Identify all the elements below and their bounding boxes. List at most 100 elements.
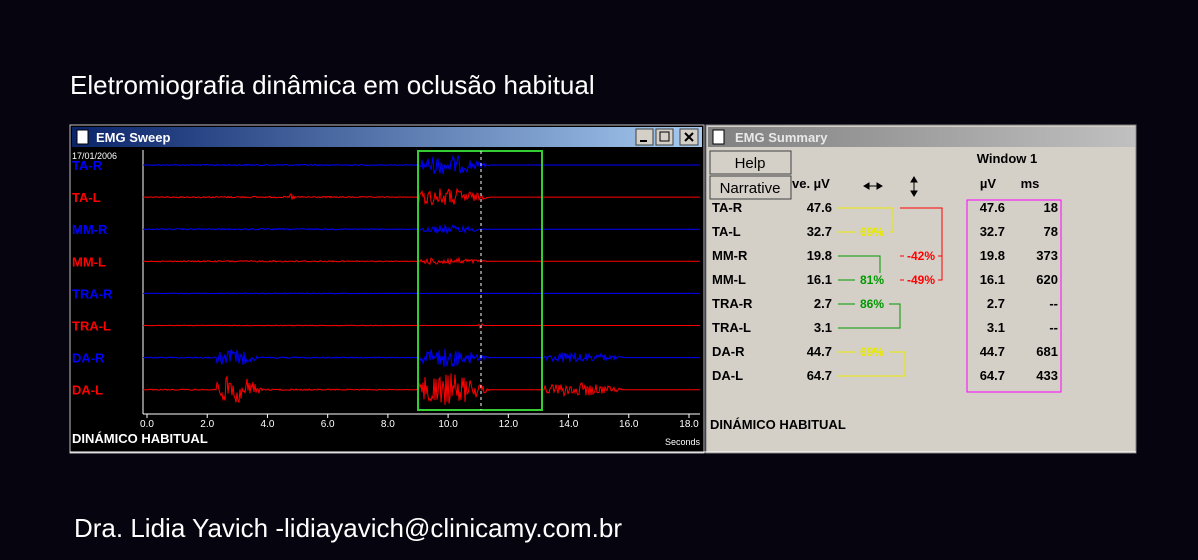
ratio-label: 86% [860,297,884,311]
row-window-ms: -- [1049,320,1058,335]
row-avg: 32.7 [807,224,832,239]
x-tick-label: 14.0 [559,419,579,430]
row-name: DA-L [712,368,743,383]
ratio-label: 81% [860,273,884,287]
window-box [966,199,1062,393]
minimize[interactable] [635,128,654,146]
row-window-ms: -- [1049,296,1058,311]
row-avg: 16.1 [807,272,832,287]
row-name: MM-R [712,248,748,263]
row-avg: 19.8 [807,248,832,263]
emg-trace [143,256,700,266]
sweep-window [69,124,705,454]
row-window-ms: 78 [1044,224,1058,239]
credit: Dra. Lidia Yavich -lidiayavich@clinicamy… [74,513,622,543]
emg-trace [143,322,700,330]
emg-trace [143,224,700,235]
row-window-ms: 373 [1036,248,1058,263]
x-tick-label: 18.0 [679,419,699,430]
date: 17/01/2006 [72,151,117,161]
ratio-label-bg [904,249,938,263]
x-tick-label: 6.0 [321,419,335,430]
row-window-uv: 47.6 [980,200,1005,215]
row-window-ms: 18 [1044,200,1058,215]
row-avg: 44.7 [807,344,832,359]
window-title: EMG Sweep [96,130,170,145]
h-arrow-icon [863,182,883,190]
x-tick-label: 0.0 [140,419,154,430]
row-name: TRA-L [712,320,751,335]
narrative-button[interactable] [709,175,792,200]
emg-trace [143,187,700,206]
x-tick-label: 12.0 [499,419,519,430]
avg-header: ve. µV [792,176,830,191]
row-window-uv: 44.7 [980,344,1005,359]
row-avg: 2.7 [814,296,832,311]
button-label[interactable]: Help [735,155,766,172]
row-name: MM-L [712,272,746,287]
channel-label: TRA-L [72,319,111,334]
row-window-uv: 32.7 [980,224,1005,239]
channel-label: DA-R [72,351,105,366]
v-arrow-icon [910,176,918,197]
window-icon [712,129,725,145]
channel-label: MM-R [72,222,108,237]
emg-trace [143,348,700,368]
row-name: DA-R [712,344,745,359]
help-button[interactable] [709,150,792,175]
ratio-label: 69% [860,225,884,239]
ratio-label: 69% [860,345,884,359]
window-controls[interactable] [635,128,699,146]
analysis-window [417,150,543,411]
x-tick-label: 4.0 [260,419,274,430]
button-label[interactable]: Narrative [720,180,781,197]
window-title: EMG Summary [735,130,828,145]
emg-trace [143,154,700,175]
ratio-label-bg [855,297,889,311]
row-name: TA-L [712,224,741,239]
row-window-uv: 19.8 [980,248,1005,263]
title-bar [708,127,1135,147]
x-tick-label: 16.0 [619,419,639,430]
ratio-label: -49% [907,273,935,287]
x-unit: Seconds [665,437,701,447]
ratio-label: -42% [907,249,935,263]
window-icon [76,129,89,145]
row-window-ms: 433 [1036,368,1058,383]
ratio-label-bg [855,225,889,239]
row-window-uv: 2.7 [987,296,1005,311]
channel-label: TA-L [72,190,101,205]
x-tick-label: 2.0 [200,419,214,430]
uv-header: µV [980,176,996,191]
row-avg: 3.1 [814,320,832,335]
row-name: TA-R [712,200,743,215]
footer: DINÁMICO HABITUAL [72,431,208,446]
footer: DINÁMICO HABITUAL [710,417,846,432]
channel-label: MM-L [72,254,106,269]
row-window-uv: 16.1 [980,272,1005,287]
channel-label: TRA-R [72,286,113,301]
maximize[interactable] [655,128,674,146]
row-name: TRA-R [712,296,753,311]
emg-trace [143,292,700,295]
title-bar [72,127,702,147]
emg-trace [143,373,700,405]
slide-title: Eletromiografia dinâmica em oclusão habi… [70,70,595,100]
channel-label: TA-R [72,158,103,173]
row-avg: 47.6 [807,200,832,215]
ratio-label-bg [855,273,889,287]
channel-label: DA-L [72,383,103,398]
ratio-label-bg [855,345,889,359]
row-avg: 64.7 [807,368,832,383]
x-tick-label: 8.0 [381,419,395,430]
row-window-ms: 681 [1036,344,1058,359]
row-window-uv: 3.1 [987,320,1005,335]
x-tick-label: 10.0 [438,419,458,430]
ratio-label-bg [904,273,938,287]
ms-header: ms [1021,176,1040,191]
row-window-uv: 64.7 [980,368,1005,383]
row-window-ms: 620 [1036,272,1058,287]
window-header: Window 1 [977,151,1038,166]
